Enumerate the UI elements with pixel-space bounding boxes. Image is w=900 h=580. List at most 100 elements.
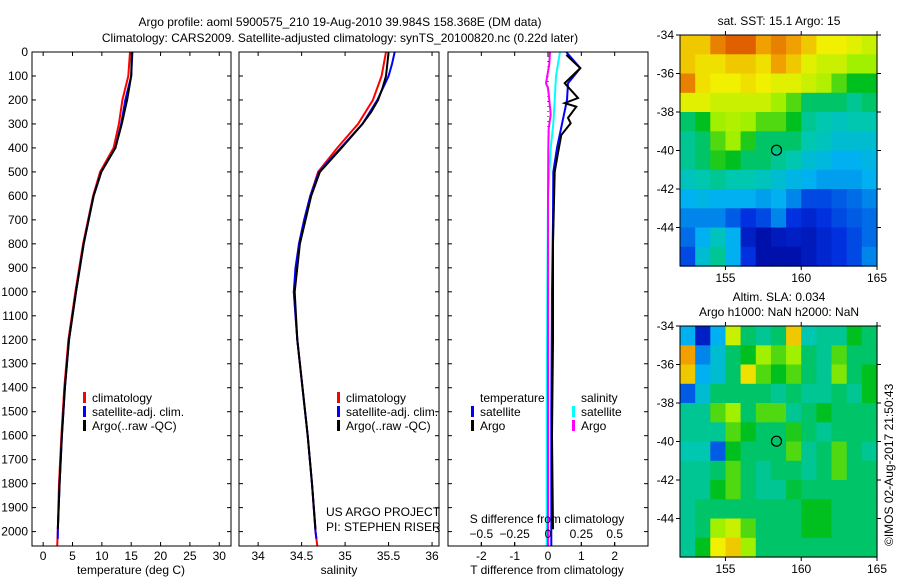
heatmap-cell: [786, 422, 802, 443]
heatmap-cell: [861, 35, 878, 55]
heatmap-cell: [816, 131, 833, 152]
heatmap-cell: [725, 364, 742, 385]
heatmap-cell: [710, 227, 727, 248]
heatmap-cell: [786, 131, 802, 152]
heatmap-cell: [680, 383, 696, 404]
heatmap-cell: [695, 208, 711, 229]
imos-timestamp: ©IMOS 02-Aug-2017 21:50:43: [882, 383, 896, 546]
diff-legend-temperature: temperature satellite Argo: [471, 391, 545, 433]
depth-tick-label: 1300: [1, 357, 28, 371]
legend-t-argo: Argo: [471, 419, 545, 433]
series-climatology: [292, 51, 387, 547]
heatmap-cell: [770, 73, 787, 94]
heatmap-cell: [680, 364, 696, 385]
heatmap-cell: [861, 422, 878, 443]
heatmap-cell: [770, 422, 787, 443]
heatmap-cell: [801, 131, 817, 152]
heatmap-cell: [816, 383, 833, 404]
heatmap-cell: [861, 73, 878, 94]
heatmap-cell: [786, 227, 802, 248]
heatmap-cell: [710, 537, 727, 558]
heatmap-cell: [755, 383, 772, 404]
heatmap-cell: [831, 518, 848, 539]
heatmap-cell: [816, 169, 833, 190]
heatmap-cell: [755, 441, 772, 462]
heatmap-cell: [861, 189, 878, 209]
heatmap-cell: [695, 364, 711, 385]
legend-label: climatology: [92, 391, 153, 405]
heatmap-cell: [786, 169, 802, 190]
heatmap-cell: [861, 169, 878, 190]
heatmap-cell: [680, 189, 696, 209]
heatmap-cell: [801, 189, 817, 209]
heatmap-cell: [861, 208, 878, 229]
heatmap-cell: [770, 131, 787, 152]
heatmap-cell: [816, 480, 833, 500]
lat-tick-label: -44: [657, 221, 675, 235]
heatmap-cell: [755, 189, 772, 209]
heatmap-cell: [801, 345, 817, 366]
heatmap-cell: [846, 441, 863, 462]
heatmap-cell: [725, 460, 742, 481]
s-diff-xlabel: S difference from climatology: [469, 512, 625, 526]
legend-label: Argo: [480, 419, 506, 433]
heatmap-cell: [695, 54, 711, 75]
heatmap-cell: [831, 345, 848, 366]
heatmap-cell: [710, 35, 727, 55]
series-temperature-argo: [550, 54, 582, 530]
heatmap-cell: [831, 537, 848, 558]
depth-tick-label: 1900: [1, 501, 28, 515]
legend-label: Argo(..raw -QC): [346, 419, 431, 433]
heatmap-cell: [786, 518, 802, 539]
heatmap-cell: [740, 383, 757, 404]
heatmap-cell: [740, 499, 757, 520]
heatmap-cell: [831, 112, 848, 132]
heatmap-cell: [786, 150, 802, 171]
heatmap-cell: [816, 422, 833, 443]
heatmap-cell: [801, 150, 817, 171]
heatmap-cell: [770, 227, 787, 248]
heatmap-cell: [816, 246, 833, 267]
depth-tick-label: 200: [8, 93, 28, 107]
heatmap-cell: [740, 54, 757, 75]
heatmap-cell: [740, 246, 757, 267]
heatmap-cell: [695, 246, 711, 267]
heatmap-cell: [861, 403, 878, 423]
heatmap-cell: [786, 345, 802, 366]
temperature-axes-box: [31, 51, 232, 547]
depth-tick-label: 400: [8, 141, 28, 155]
salinity-axes-box: [238, 51, 440, 547]
lon-tick-label: 155: [715, 271, 735, 285]
heatmap-cell: [710, 345, 727, 366]
depth-tick-label: 800: [8, 237, 28, 251]
series-satellite-adj-clim-: [292, 51, 396, 539]
heatmap-cell: [695, 112, 711, 132]
x-tick-label: 1: [578, 549, 585, 563]
legend-label: Argo: [581, 419, 607, 433]
x-tick-label: 30: [213, 549, 227, 563]
heatmap-cell: [846, 227, 863, 248]
heatmap-cell: [861, 518, 878, 539]
heatmap-cell: [755, 131, 772, 152]
heatmap-cell: [801, 441, 817, 462]
heatmap-cell: [816, 364, 833, 385]
depth-tick-label: 1200: [1, 333, 28, 347]
legend-argo: Argo(..raw -QC): [337, 419, 438, 433]
heatmap-cell: [755, 364, 772, 385]
heatmap-cell: [801, 326, 817, 346]
temperature-panel: [31, 51, 232, 547]
heatmap-cell: [801, 73, 817, 94]
heatmap-cell: [755, 112, 772, 132]
legend-label: satellite-adj. clim.: [92, 405, 185, 419]
heatmap-cell: [710, 131, 727, 152]
s-x-tick-label: −0.5: [469, 527, 493, 541]
lat-tick-label: -34: [657, 319, 675, 333]
heatmap-cell: [816, 537, 833, 558]
heatmap-cell: [710, 112, 727, 132]
lon-tick-label: 155: [715, 562, 735, 576]
heatmap-cell: [801, 112, 817, 132]
legend-swatch: [337, 392, 340, 403]
heatmap-cell: [770, 92, 787, 113]
heatmap-cell: [816, 345, 833, 366]
